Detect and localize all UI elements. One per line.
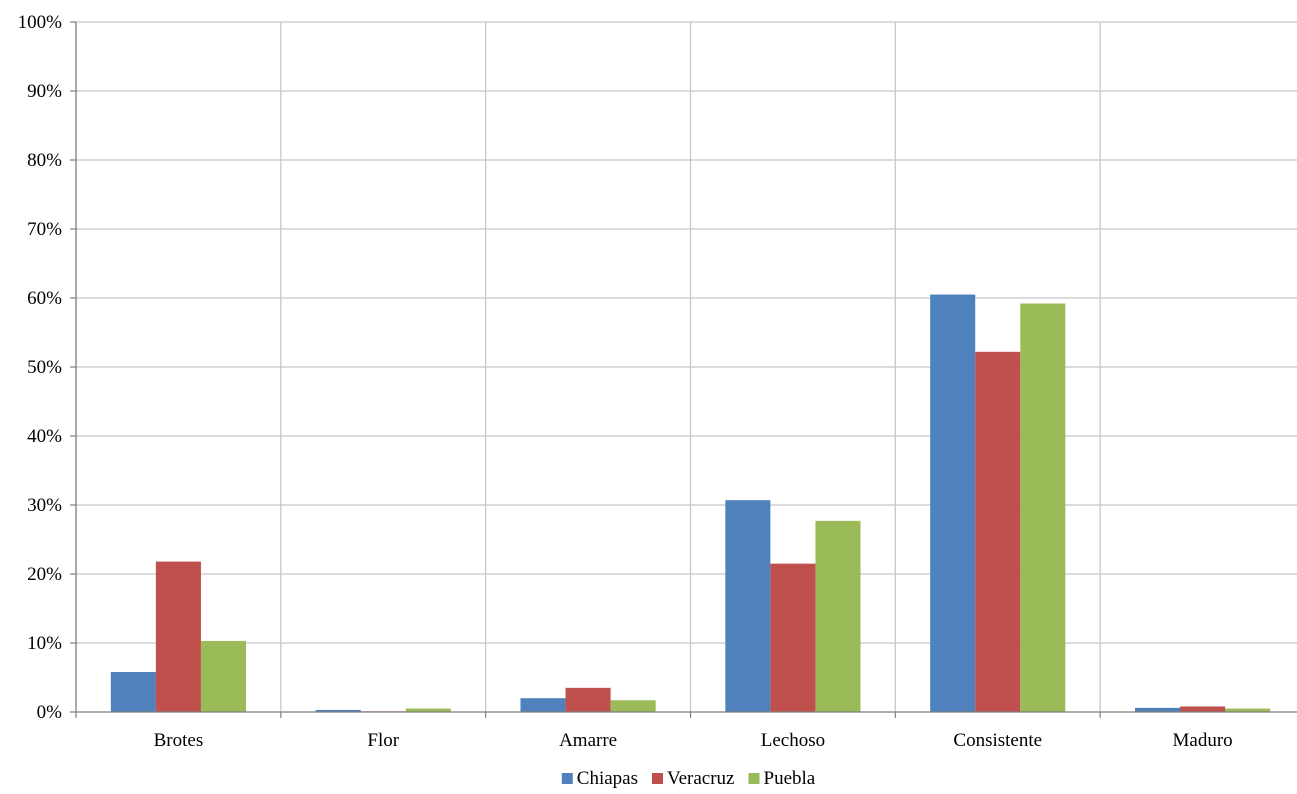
x-tick-label: Maduro (1173, 730, 1233, 751)
legend: Chiapas Veracruz Puebla (562, 768, 816, 789)
x-tick-label: Amarre (559, 730, 617, 751)
legend-swatch-chiapas (562, 773, 573, 784)
x-axis-ticks: Brotes Flor Amarre Lechoso Consistente Maduro (154, 730, 1233, 751)
bar-puebla-amarre (611, 700, 656, 712)
y-tick-label: 100% (18, 12, 63, 33)
x-tick-label: Consistente (953, 730, 1042, 751)
y-tick-label: 10% (27, 633, 62, 654)
bar-veracruz-consistente (975, 352, 1020, 712)
bar-chiapas-brotes (111, 672, 156, 712)
legend-swatch-veracruz (652, 773, 663, 784)
y-tick-label: 0% (37, 702, 63, 723)
y-tick-label: 80% (27, 150, 62, 171)
y-tick-label: 30% (27, 495, 62, 516)
bar-puebla-lechoso (815, 521, 860, 712)
bar-veracruz-amarre (566, 688, 611, 712)
y-axis-ticks: 0% 10% 20% 30% 40% 50% 60% 70% 80% 90% 100% (18, 12, 63, 723)
bar-puebla-brotes (201, 641, 246, 712)
legend-label-veracruz: Veracruz (667, 768, 735, 789)
y-tick-label: 60% (27, 288, 62, 309)
y-tick-label: 70% (27, 219, 62, 240)
axes (70, 22, 1297, 718)
bar-chiapas-amarre (520, 698, 565, 712)
y-tick-label: 20% (27, 564, 62, 585)
y-tick-label: 50% (27, 357, 62, 378)
legend-label-puebla: Puebla (764, 768, 816, 789)
x-tick-label: Brotes (154, 730, 204, 751)
bar-chiapas-lechoso (725, 500, 770, 712)
bar-puebla-consistente (1020, 304, 1065, 712)
bar-chiapas-consistente (930, 295, 975, 712)
legend-swatch-puebla (749, 773, 760, 784)
x-tick-label: Flor (367, 730, 399, 751)
bar-veracruz-brotes (156, 562, 201, 712)
grid-lines (76, 22, 1297, 712)
bar-veracruz-lechoso (770, 564, 815, 712)
y-tick-label: 90% (27, 81, 62, 102)
x-tick-label: Lechoso (761, 730, 825, 751)
legend-label-chiapas: Chiapas (577, 768, 638, 789)
y-tick-label: 40% (27, 426, 62, 447)
bar-veracruz-maduro (1180, 706, 1225, 712)
